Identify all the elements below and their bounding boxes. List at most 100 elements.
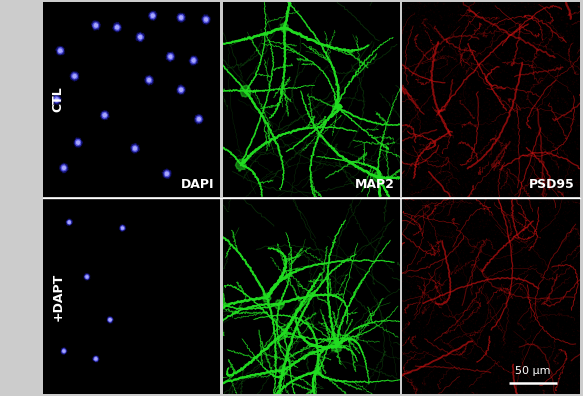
Point (431, 219, 441, 226)
Point (560, 198, 570, 204)
Point (412, 157, 422, 163)
Point (484, 221, 493, 228)
Point (409, 309, 419, 316)
Point (436, 358, 445, 365)
Point (439, 54, 448, 60)
Point (443, 138, 452, 145)
Point (434, 364, 443, 370)
Point (502, 276, 511, 282)
Point (461, 100, 470, 107)
Point (543, 273, 553, 279)
Point (424, 172, 434, 179)
Point (451, 50, 460, 57)
Point (561, 215, 570, 221)
Point (472, 225, 481, 231)
Point (525, 74, 534, 81)
Point (570, 300, 580, 307)
Point (477, 347, 487, 353)
Point (515, 190, 525, 196)
Point (497, 299, 506, 306)
Point (473, 161, 483, 168)
Point (529, 137, 539, 143)
Point (518, 181, 528, 187)
Point (536, 296, 545, 302)
Point (574, 265, 583, 271)
Polygon shape (198, 118, 201, 121)
Point (508, 126, 518, 132)
Point (484, 3, 494, 10)
Point (471, 341, 480, 347)
Polygon shape (177, 13, 185, 22)
Point (498, 154, 508, 160)
Point (456, 313, 465, 319)
Point (463, 129, 472, 136)
Point (532, 46, 542, 53)
Point (536, 211, 546, 217)
Point (571, 179, 581, 186)
Point (519, 137, 528, 143)
Point (432, 304, 441, 310)
Point (529, 301, 539, 308)
Point (468, 69, 477, 75)
Point (417, 14, 427, 20)
Point (495, 147, 504, 153)
Point (417, 290, 426, 297)
Point (501, 198, 511, 204)
Point (496, 238, 505, 244)
Point (417, 126, 426, 132)
Point (512, 265, 521, 272)
Point (489, 211, 498, 218)
Point (552, 99, 561, 105)
Point (470, 119, 480, 126)
Point (500, 272, 510, 278)
Point (493, 180, 502, 187)
Point (417, 229, 427, 236)
Point (461, 33, 470, 39)
Point (455, 244, 465, 250)
Point (478, 79, 487, 85)
Point (439, 259, 448, 265)
Point (486, 32, 495, 38)
Point (503, 322, 512, 328)
Point (501, 365, 510, 371)
Point (504, 235, 513, 242)
Point (458, 139, 468, 145)
Point (533, 107, 542, 114)
Point (536, 303, 546, 309)
Point (547, 33, 556, 39)
Point (571, 246, 581, 252)
Point (405, 61, 414, 68)
Point (445, 342, 454, 348)
Point (549, 133, 558, 139)
Point (494, 34, 503, 41)
Point (459, 152, 468, 158)
Point (482, 136, 491, 143)
Point (432, 39, 441, 46)
Point (512, 390, 522, 396)
Point (501, 164, 510, 170)
Point (427, 315, 436, 321)
Point (417, 356, 426, 362)
Point (417, 324, 426, 330)
Point (565, 354, 574, 360)
Point (449, 260, 458, 266)
Point (568, 112, 578, 119)
Point (539, 86, 548, 92)
Point (533, 28, 542, 34)
Point (464, 13, 473, 19)
Point (489, 373, 498, 379)
Point (489, 6, 498, 13)
Point (573, 40, 582, 47)
Point (411, 293, 420, 299)
Point (555, 174, 564, 181)
Point (482, 269, 491, 275)
Point (467, 99, 476, 105)
Point (565, 13, 574, 19)
Point (463, 303, 473, 309)
Point (411, 231, 420, 238)
Point (451, 246, 460, 253)
Point (512, 14, 521, 20)
Point (471, 302, 480, 308)
Point (408, 262, 417, 268)
Point (557, 49, 566, 55)
